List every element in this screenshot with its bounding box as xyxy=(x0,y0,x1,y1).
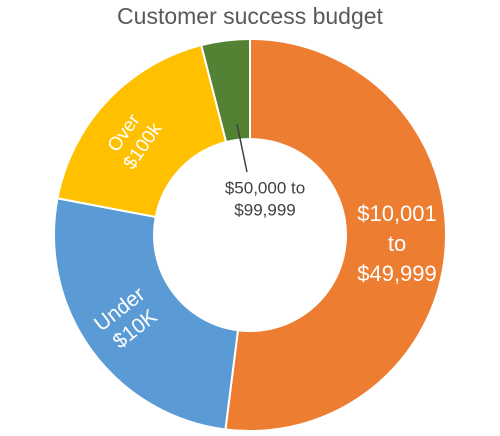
donut-segment xyxy=(56,43,228,219)
segment-label: $10,001 to $49,999 xyxy=(357,201,437,286)
segment-label-line: $99,999 xyxy=(234,200,295,219)
segment-label: $50,000 to $99,999 xyxy=(225,178,305,219)
segment-label-line: $49,999 xyxy=(357,261,437,286)
donut-segment xyxy=(200,37,251,144)
segment-label-line: to xyxy=(388,231,406,256)
leader-line xyxy=(236,123,248,173)
donut-segment xyxy=(224,37,447,432)
segment-label-line: $10,001 xyxy=(357,201,437,226)
segment-label-line: $50,000 to xyxy=(225,178,305,197)
chart-title: Customer success budget xyxy=(117,3,384,29)
donut-segment xyxy=(53,197,240,431)
